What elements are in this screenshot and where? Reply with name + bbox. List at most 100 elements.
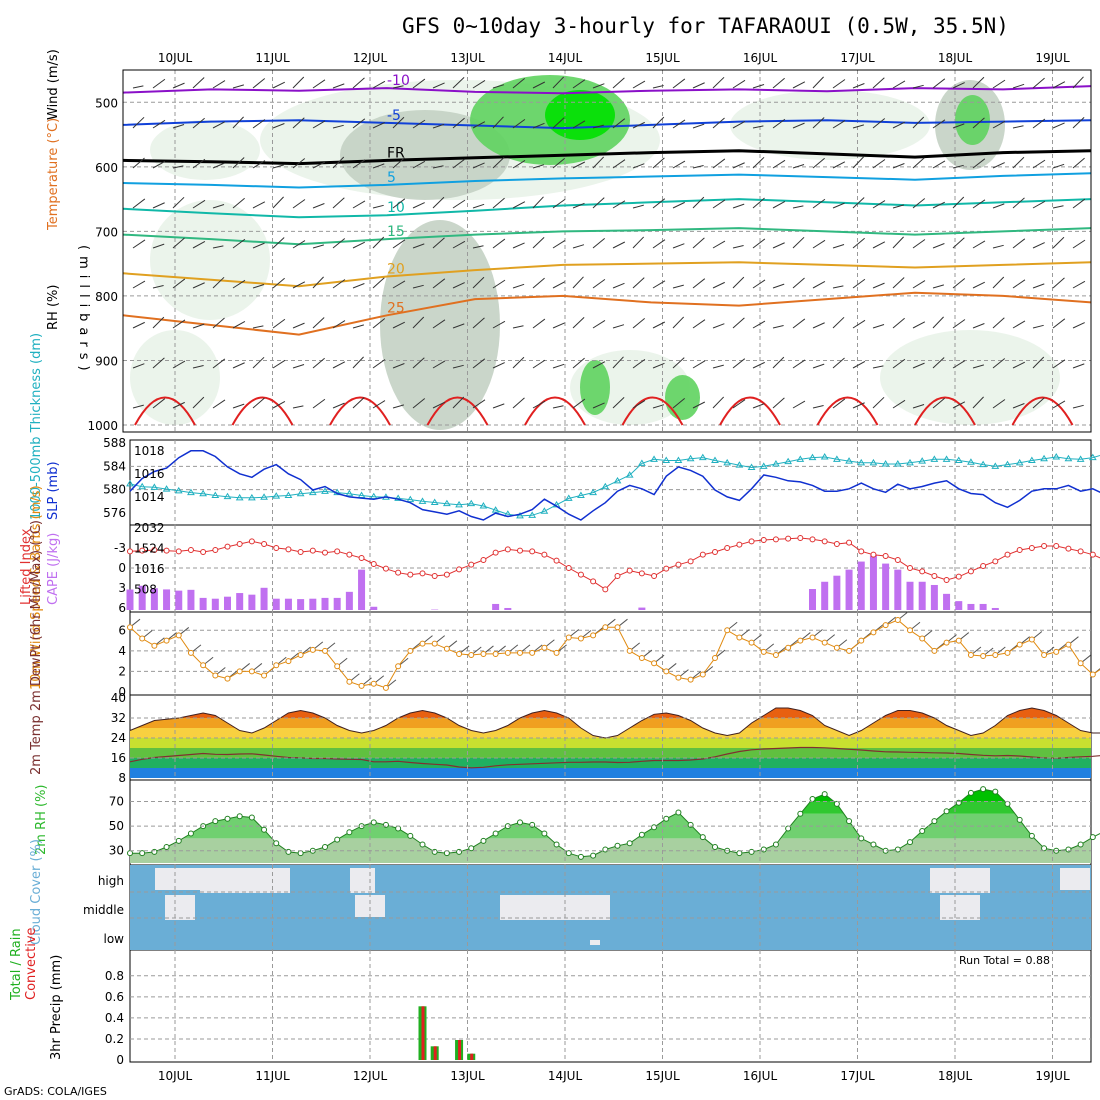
series-marker: [272, 492, 281, 499]
cape-bar: [991, 607, 999, 610]
wind-barb: [512, 78, 526, 89]
wind-barb: [932, 243, 945, 249]
wind-barb: [212, 162, 225, 169]
wind-barb: [992, 244, 1004, 249]
wind-barb: [612, 356, 624, 369]
wind-barb: [512, 397, 525, 409]
wind-barb: [752, 197, 765, 209]
cape-bar: [138, 585, 146, 610]
panel-axis-label: 1000-500mb Thickness (dm): [29, 333, 44, 520]
temperature-contour: [122, 198, 1092, 219]
wind-barb: [252, 284, 265, 289]
temperature-contour: [122, 261, 1092, 288]
series-marker: [943, 577, 950, 583]
wind-barb: [552, 281, 566, 289]
series-marker: [284, 491, 293, 498]
wind-barb: [572, 79, 586, 89]
wind-barb: [132, 116, 145, 129]
series-marker: [382, 565, 389, 572]
wind-barb: [912, 116, 925, 129]
rh-shade-area: [880, 330, 1060, 425]
series-marker: [541, 830, 548, 837]
series-marker: [857, 458, 866, 466]
slp-tick-label: 1014: [134, 490, 165, 504]
wind-barb: [932, 119, 946, 129]
series-marker: [931, 647, 938, 654]
precip-convective-bar: [433, 1046, 437, 1060]
wind-barb: [1032, 397, 1045, 409]
series-marker: [601, 482, 610, 490]
wind-barb: [612, 241, 626, 249]
wind-barb: [312, 79, 326, 89]
series-marker: [785, 644, 792, 651]
series-marker: [1089, 671, 1096, 678]
series-marker: [541, 644, 548, 651]
cloud-clear-patch: [350, 868, 375, 893]
cape-bar: [187, 589, 195, 610]
series-marker: [491, 506, 500, 513]
wind-barb: [672, 398, 686, 409]
temperature-contour-label: 15: [387, 224, 405, 240]
wind-barb: [192, 77, 205, 89]
wind-barb: [172, 124, 185, 129]
series-marker: [529, 821, 536, 828]
cloud-tick-label: high: [98, 874, 124, 888]
wind-barb: [812, 76, 824, 89]
wind-barb: [1072, 280, 1086, 289]
wind-barb: [752, 156, 765, 169]
series-marker: [736, 541, 743, 548]
series-marker: [796, 455, 805, 462]
wind-barb: [592, 361, 606, 369]
panel-axis-label: Cloud Cover (%): [29, 839, 44, 945]
wind-barb: [352, 356, 364, 369]
wind-barb: [572, 161, 586, 169]
wind-barb: [972, 76, 985, 89]
wind-barb: [132, 239, 146, 249]
wind-barb: [992, 203, 1005, 209]
wind-barb: [972, 240, 986, 249]
series-marker: [785, 535, 792, 542]
wind-barb: [252, 119, 266, 129]
wind-barb: [652, 362, 665, 369]
pressure-tick-label: 600: [95, 161, 118, 175]
wind-barb: [1072, 157, 1085, 169]
wind-barb: [372, 318, 386, 329]
precip-tick-label: 0.6: [105, 990, 124, 1004]
series-marker: [675, 809, 682, 816]
wind-barb: [492, 197, 505, 209]
wind-barb: [852, 156, 864, 169]
series-marker: [662, 456, 671, 463]
wind-barb: [292, 158, 306, 169]
wind-barb: [652, 157, 665, 169]
wind-barb: [152, 119, 166, 129]
series-marker: [528, 511, 537, 518]
wind-barb: [552, 198, 566, 209]
wind-barb: [632, 400, 646, 409]
wind-barb: [732, 203, 745, 209]
series-marker: [992, 788, 999, 795]
lifted-index-tick-label: -3: [114, 541, 126, 555]
wind-barb: [292, 281, 306, 289]
wind-barb: [452, 396, 465, 409]
wind-barb: [392, 85, 404, 89]
series-marker: [820, 453, 829, 460]
wind-barb: [852, 278, 866, 289]
wind-barb: [912, 198, 926, 209]
series-marker: [468, 561, 475, 568]
series-marker: [870, 629, 877, 636]
cape-bar: [809, 589, 816, 610]
series-marker: [893, 460, 902, 467]
series-marker: [127, 548, 133, 555]
series-marker: [809, 796, 816, 802]
wind-barb: [572, 398, 586, 409]
temperature-contour-label: -10: [387, 73, 410, 89]
series-marker: [211, 491, 220, 498]
series-marker: [126, 479, 134, 487]
series-marker: [492, 830, 499, 837]
wind-barb: [252, 242, 265, 249]
series-marker: [894, 557, 901, 563]
pressure-tick-label: 1000: [87, 419, 118, 433]
wind-barb: [152, 357, 165, 369]
temperature-contour: [122, 85, 1092, 95]
